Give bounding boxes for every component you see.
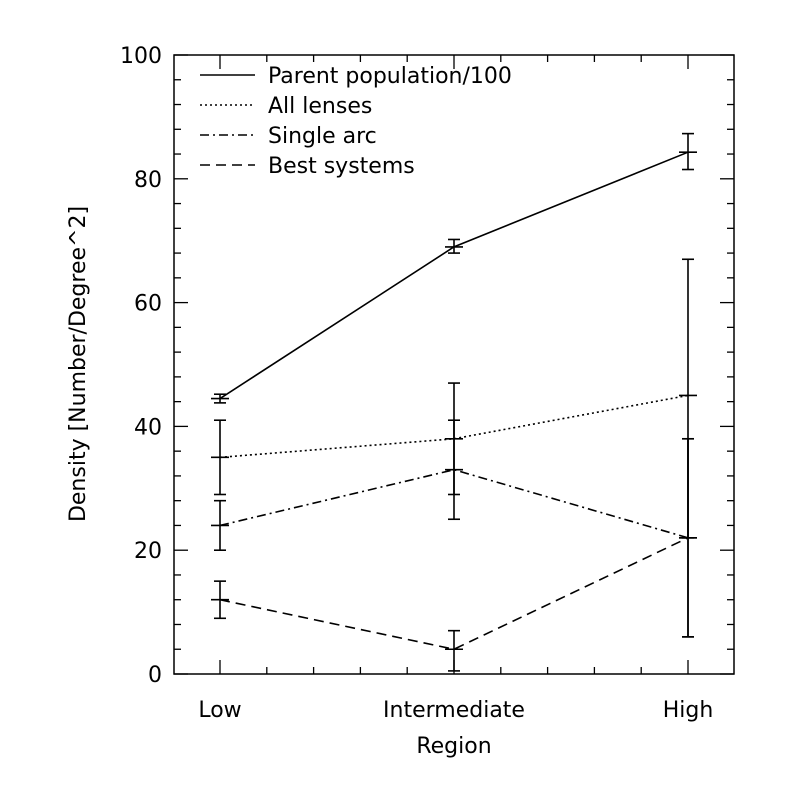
y-tick-label: 60 [134, 292, 162, 317]
error-bars [211, 132, 697, 672]
y-tick-label: 40 [134, 415, 162, 440]
legend: Parent population/100 All lenses Single ar… [200, 64, 512, 179]
x-axis-label: Region [416, 734, 491, 759]
y-tick-label: 100 [120, 44, 162, 69]
series-line-0 [219, 151, 689, 400]
x-tick-label: Low [198, 698, 241, 723]
legend-label: Parent population/100 [268, 64, 512, 89]
plot-frame [173, 54, 735, 675]
x-tick-labels: Low Intermediate High [198, 698, 713, 723]
series-line-2 [219, 468, 689, 539]
legend-label: All lenses [268, 94, 372, 119]
y-tick-labels: 0 20 40 60 80 100 [120, 44, 162, 688]
x-tick-label: Intermediate [383, 698, 525, 723]
legend-label: Best systems [268, 154, 415, 179]
y-tick-label: 0 [148, 663, 162, 688]
y-tick-label: 80 [134, 168, 162, 193]
legend-label: Single arc [268, 124, 377, 149]
x-tick-label: High [663, 698, 714, 723]
axis-ticks [174, 54, 734, 675]
y-axis-label: Density [Number/Degree^2] [66, 206, 91, 522]
y-tick-label: 20 [134, 539, 162, 564]
